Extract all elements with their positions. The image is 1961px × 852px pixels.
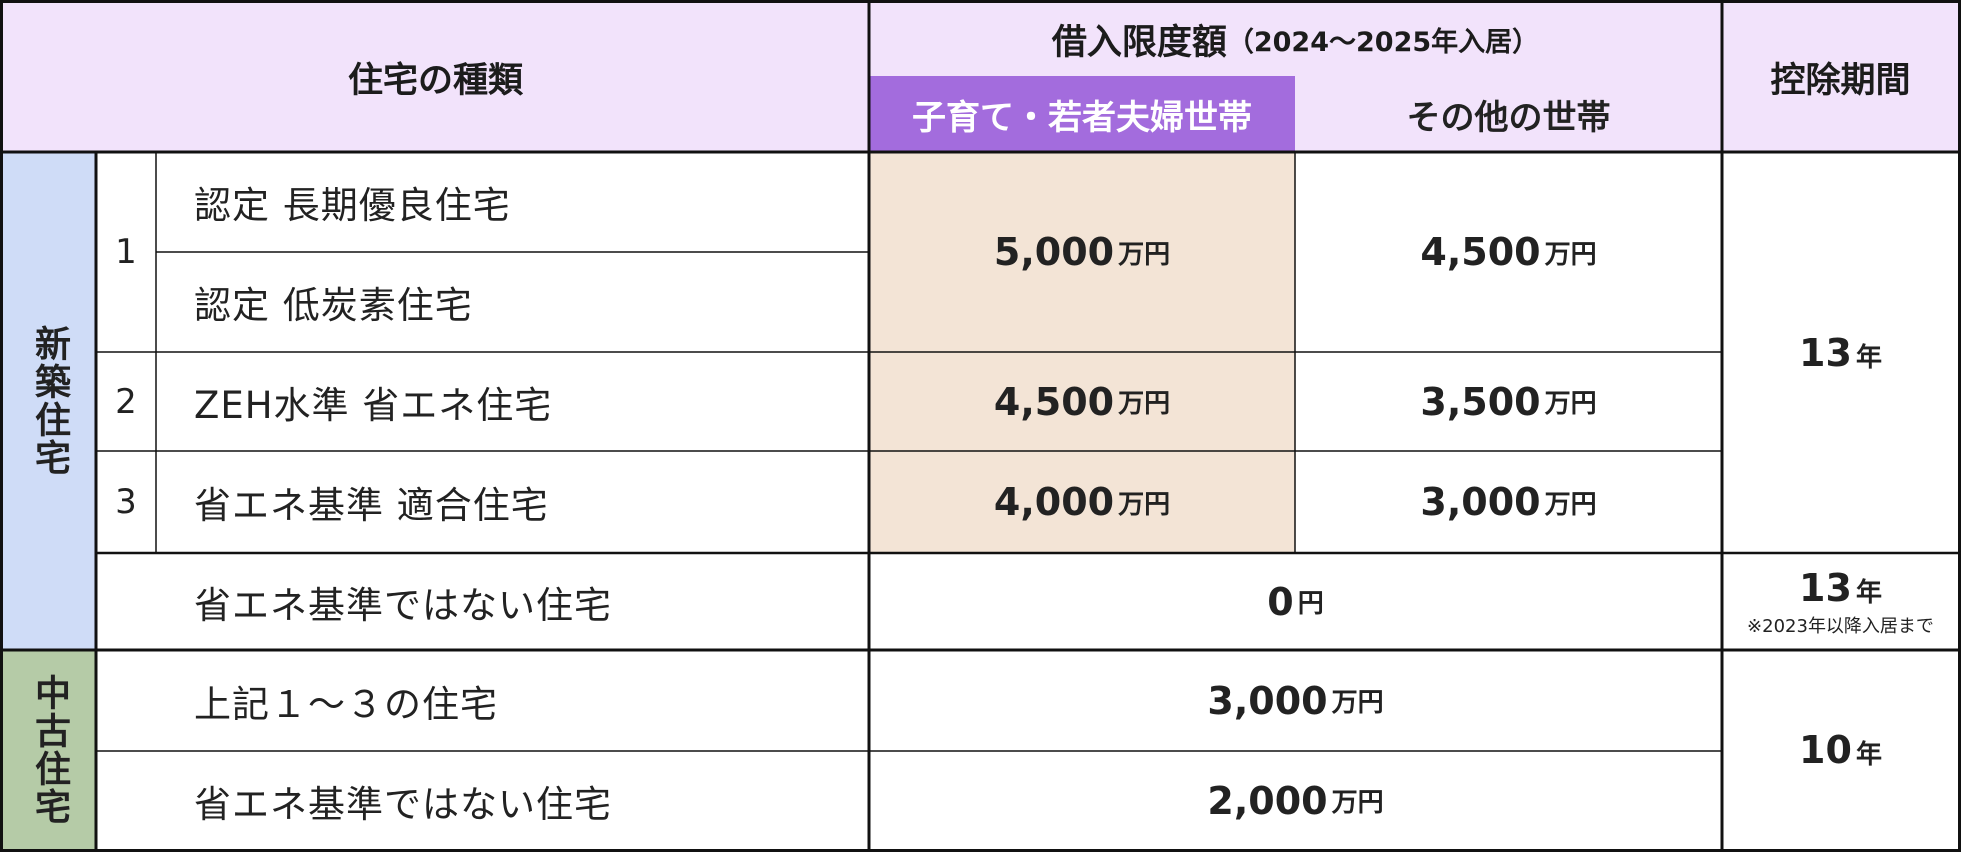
period-note: ※2023年以降入居まで xyxy=(1747,615,1934,637)
amount-value: 4,000 xyxy=(993,480,1115,524)
row-label-text: 省エネ基準ではない住宅 xyxy=(194,583,612,627)
group-new-housing-label: 新築住宅 xyxy=(29,325,70,477)
amount-value: 5,000 xyxy=(993,230,1115,274)
period-value: 10 xyxy=(1799,728,1852,772)
row-number-label: 1 xyxy=(115,232,137,272)
amount-value: 0 xyxy=(1267,579,1294,624)
row-label-energy-standard: 省エネ基準 適合住宅 xyxy=(156,451,869,553)
amount-value: 3,000 xyxy=(1207,678,1328,723)
other-amount-row2: 3,500 万円 xyxy=(1295,352,1722,451)
kids-amount-row3: 4,000 万円 xyxy=(869,451,1295,553)
row-label-text: 認定 長期優良住宅 xyxy=(194,184,511,227)
amount-unit: 万円 xyxy=(1331,688,1384,718)
kids-amount-row2: 4,500 万円 xyxy=(869,352,1295,451)
row-label-text: ZEH水準 省エネ住宅 xyxy=(194,383,553,427)
period-value: 13 xyxy=(1799,330,1852,375)
row-label-text: 省エネ基準ではない住宅 xyxy=(194,782,612,826)
other-amount-row3: 3,000 万円 xyxy=(1295,451,1722,553)
group-new-housing: 新築住宅 xyxy=(2,152,96,650)
header-other-column-label: その他の世帯 xyxy=(1406,97,1611,138)
period-non-energy-new: 13 年 ※2023年以降入居まで xyxy=(1722,553,1959,650)
amount-value: 3,000 xyxy=(1420,480,1541,524)
kids-amount-row1: 5,000 万円 xyxy=(869,152,1295,352)
amount-unit: 万円 xyxy=(1544,239,1597,270)
row-number-label: 3 xyxy=(115,482,137,522)
row-label-text: 認定 低炭素住宅 xyxy=(194,284,473,327)
period-unit: 年 xyxy=(1855,577,1882,608)
header-limit-period: （2024～2025年入居） xyxy=(1226,26,1540,58)
row-number-2: 2 xyxy=(96,352,156,451)
group-used-housing-label: 中古住宅 xyxy=(29,674,70,826)
amount-unit: 万円 xyxy=(1118,489,1171,520)
header-kids-column: 子育て・若者夫婦世帯 xyxy=(869,76,1295,152)
amount-row6: 2,000 万円 xyxy=(869,751,1722,850)
period-unit: 年 xyxy=(1855,740,1882,770)
amount-unit: 万円 xyxy=(1544,489,1597,520)
row-label-low-carbon: 認定 低炭素住宅 xyxy=(156,252,869,352)
group-used-housing: 中古住宅 xyxy=(2,650,96,850)
header-other-column: その他の世帯 xyxy=(1295,76,1722,152)
row-number-1: 1 xyxy=(96,152,156,352)
row-number-3: 3 xyxy=(96,451,156,553)
period-value: 13 xyxy=(1799,565,1852,610)
row-label-used-above: 上記１～３の住宅 xyxy=(156,650,869,751)
header-house-type: 住宅の種類 xyxy=(2,2,869,152)
header-limit-title: 借入限度額 xyxy=(1051,22,1227,63)
row-label-text: 上記１～３の住宅 xyxy=(194,682,498,726)
period-new: 13 年 xyxy=(1722,152,1959,553)
amount-value: 2,000 xyxy=(1207,778,1328,823)
period-unit: 年 xyxy=(1855,342,1882,373)
row-label-non-energy-used: 省エネ基準ではない住宅 xyxy=(156,751,869,850)
row-label-non-energy-new: 省エネ基準ではない住宅 xyxy=(156,553,869,650)
header-house-type-label: 住宅の種類 xyxy=(347,60,523,101)
amount-unit: 万円 xyxy=(1118,389,1171,419)
amount-unit: 万円 xyxy=(1331,788,1384,818)
amount-unit: 万円 xyxy=(1544,389,1597,419)
other-amount-row1: 4,500 万円 xyxy=(1295,152,1722,352)
amount-unit: 万円 xyxy=(1118,239,1171,270)
row-label-text: 省エネ基準 適合住宅 xyxy=(194,484,549,527)
row-label-zeh: ZEH水準 省エネ住宅 xyxy=(156,352,869,451)
row-number-label: 2 xyxy=(115,381,137,422)
amount-value: 3,500 xyxy=(1420,379,1541,424)
header-deduction-period: 控除期間 xyxy=(1722,2,1959,152)
header-kids-column-label: 子育て・若者夫婦世帯 xyxy=(912,97,1252,138)
amount-row5: 3,000 万円 xyxy=(869,650,1722,751)
amount-value: 4,500 xyxy=(993,379,1115,424)
header-limit: 借入限度額 （2024～2025年入居） xyxy=(869,2,1722,76)
amount-unit: 円 xyxy=(1297,589,1324,619)
period-used: 10 年 xyxy=(1722,650,1959,850)
row-label-long-term: 認定 長期優良住宅 xyxy=(156,152,869,252)
header-deduction-period-label: 控除期間 xyxy=(1770,60,1911,101)
amount-value: 4,500 xyxy=(1420,230,1541,274)
